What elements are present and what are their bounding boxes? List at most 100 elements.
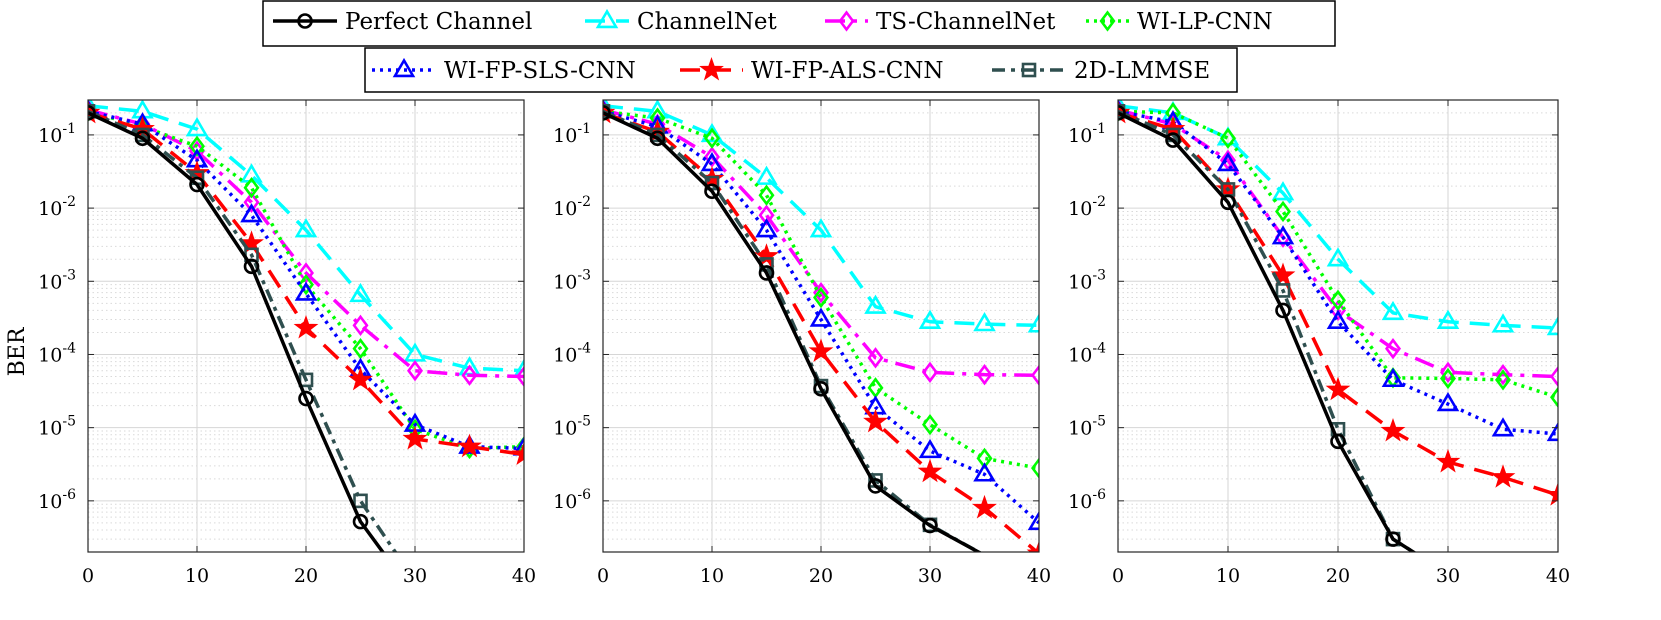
data-point-channelnet bbox=[512, 358, 524, 378]
data-point-channelnet bbox=[294, 218, 318, 238]
y-tick-label: 10-2 bbox=[38, 194, 76, 220]
series-line-wi-fp-sls-cnn bbox=[603, 109, 1039, 525]
data-point-channelnet bbox=[1436, 309, 1460, 329]
data-point-ts-channelnet bbox=[867, 347, 884, 369]
data-point-ts-channelnet bbox=[407, 360, 423, 382]
data-point-wi-fp-als-cnn bbox=[293, 314, 319, 339]
data-point-wi-lp-cnn bbox=[243, 177, 260, 199]
data-point-wi-fp-als-cnn bbox=[402, 425, 428, 450]
y-tick-exponent: -5 bbox=[1092, 414, 1106, 430]
series-line-perfect-channel bbox=[1118, 111, 1417, 552]
legend-marker-channelnet bbox=[595, 8, 619, 29]
data-point-wi-fp-sls-cnn bbox=[1491, 417, 1515, 437]
series-line-wi-fp-als-cnn bbox=[603, 111, 1039, 552]
series-line-wi-lp-cnn bbox=[603, 109, 1039, 470]
y-tick-label: 10-1 bbox=[38, 121, 76, 147]
legend-box-1 bbox=[262, 0, 1336, 47]
data-point-perfect-channel bbox=[867, 478, 884, 494]
legend-label-wi-fp-sls-cnn: WI-FP-SLS-CNN bbox=[444, 58, 636, 84]
data-point-wi-lp-cnn bbox=[1550, 386, 1558, 408]
data-point-wi-fp-als-cnn bbox=[511, 441, 524, 466]
y-tick-base: 10 bbox=[38, 344, 62, 366]
y-tick-label: 10-5 bbox=[38, 414, 76, 440]
data-point-ts-channelnet bbox=[1495, 363, 1511, 386]
series-line-channelnet bbox=[1118, 104, 1558, 330]
x-tick-label: 0 bbox=[597, 565, 609, 587]
data-point-ts-channelnet bbox=[461, 364, 478, 386]
data-point-wi-fp-sls-cnn bbox=[512, 436, 524, 456]
series-line-channelnet bbox=[603, 104, 1039, 328]
y-tick-label: 10-1 bbox=[553, 121, 591, 147]
series-line-wi-fp-als-cnn bbox=[1118, 111, 1558, 497]
x-tick-label: 40 bbox=[1027, 565, 1051, 587]
x-tick-label: 10 bbox=[185, 565, 209, 587]
legend-marker-2d-lmmse bbox=[1021, 62, 1037, 78]
data-point-channelnet bbox=[755, 165, 778, 185]
data-point-channelnet bbox=[809, 218, 833, 238]
legend-marker-wi-fp-sls-cnn bbox=[392, 57, 416, 78]
series-line-2d-lmmse bbox=[88, 109, 398, 552]
data-point-perfect-channel bbox=[603, 105, 611, 121]
data-point-perfect-channel bbox=[1385, 531, 1401, 547]
data-point-channelnet bbox=[1546, 315, 1558, 336]
data-point-channelnet bbox=[88, 100, 100, 113]
x-tick-label: 0 bbox=[1112, 565, 1124, 587]
data-point-ts-channelnet bbox=[298, 262, 314, 284]
data-point-perfect-channel bbox=[1165, 132, 1181, 148]
y-tick-base: 10 bbox=[1068, 271, 1092, 293]
data-point-perfect-channel bbox=[1275, 302, 1291, 319]
y-tick-base: 10 bbox=[38, 198, 62, 220]
y-tick-exponent: -2 bbox=[1092, 194, 1106, 210]
data-point-wi-fp-sls-cnn bbox=[1216, 151, 1240, 172]
data-point-wi-fp-sls-cnn bbox=[1546, 421, 1558, 442]
data-point-wi-fp-als-cnn bbox=[972, 494, 997, 519]
y-tick-base: 10 bbox=[553, 418, 577, 440]
y-tick-base: 10 bbox=[1068, 491, 1092, 513]
data-point-wi-fp-sls-cnn bbox=[973, 462, 996, 482]
series-line-wi-lp-cnn bbox=[1118, 109, 1558, 399]
data-point-wi-lp-cnn bbox=[813, 286, 829, 309]
data-point-wi-lp-cnn bbox=[758, 184, 775, 206]
legend-item-channelnet: ChannelNet bbox=[585, 8, 777, 35]
data-point-perfect-channel bbox=[298, 390, 314, 407]
data-point-wi-fp-als-cnn bbox=[863, 408, 888, 433]
y-tick-base: 10 bbox=[1068, 198, 1092, 220]
data-point-wi-lp-cnn bbox=[704, 127, 720, 149]
data-point-wi-fp-als-cnn bbox=[1490, 464, 1516, 488]
legend-label-ts-channelnet: TS-ChannelNet bbox=[876, 9, 1056, 35]
series-line-ts-channelnet bbox=[603, 108, 1039, 378]
y-tick-exponent: -2 bbox=[577, 194, 591, 210]
data-point-channelnet bbox=[700, 122, 724, 143]
legend: Perfect Channel ChannelNet TS-ChannelNet WI… bbox=[262, 0, 1336, 93]
x-tick-label: 30 bbox=[918, 565, 942, 587]
x-tick-label: 20 bbox=[809, 565, 833, 587]
y-tick-base: 10 bbox=[38, 418, 62, 440]
y-tick-label: 10-5 bbox=[553, 414, 591, 440]
y-tick-label: 10-4 bbox=[1068, 340, 1106, 366]
data-point-channelnet bbox=[1326, 247, 1350, 267]
data-point-ts-channelnet bbox=[352, 314, 369, 337]
series-line-wi-lp-cnn bbox=[88, 109, 524, 451]
y-tick-base: 10 bbox=[553, 491, 577, 513]
y-tick-base: 10 bbox=[1068, 125, 1092, 147]
data-point-2d-lmmse bbox=[353, 493, 368, 509]
y-tick-exponent: -1 bbox=[577, 121, 591, 137]
x-tick-label: 30 bbox=[403, 565, 427, 587]
data-point-channelnet bbox=[1381, 300, 1405, 321]
data-point-wi-lp-cnn bbox=[1275, 200, 1291, 223]
data-point-wi-fp-sls-cnn bbox=[240, 203, 263, 223]
y-tick-exponent: -4 bbox=[62, 340, 76, 356]
data-point-wi-fp-als-cnn bbox=[1435, 448, 1461, 473]
data-point-ts-channelnet bbox=[758, 204, 775, 226]
data-point-wi-lp-cnn bbox=[298, 273, 314, 296]
series-line-wi-fp-sls-cnn bbox=[88, 109, 524, 451]
data-point-wi-fp-sls-cnn bbox=[294, 281, 318, 301]
y-tick-exponent: -1 bbox=[1092, 121, 1106, 137]
data-point-perfect-channel bbox=[813, 380, 829, 397]
data-point-channelnet bbox=[1491, 313, 1515, 333]
y-tick-exponent: -3 bbox=[1092, 267, 1106, 283]
data-point-wi-lp-cnn bbox=[1440, 367, 1456, 390]
